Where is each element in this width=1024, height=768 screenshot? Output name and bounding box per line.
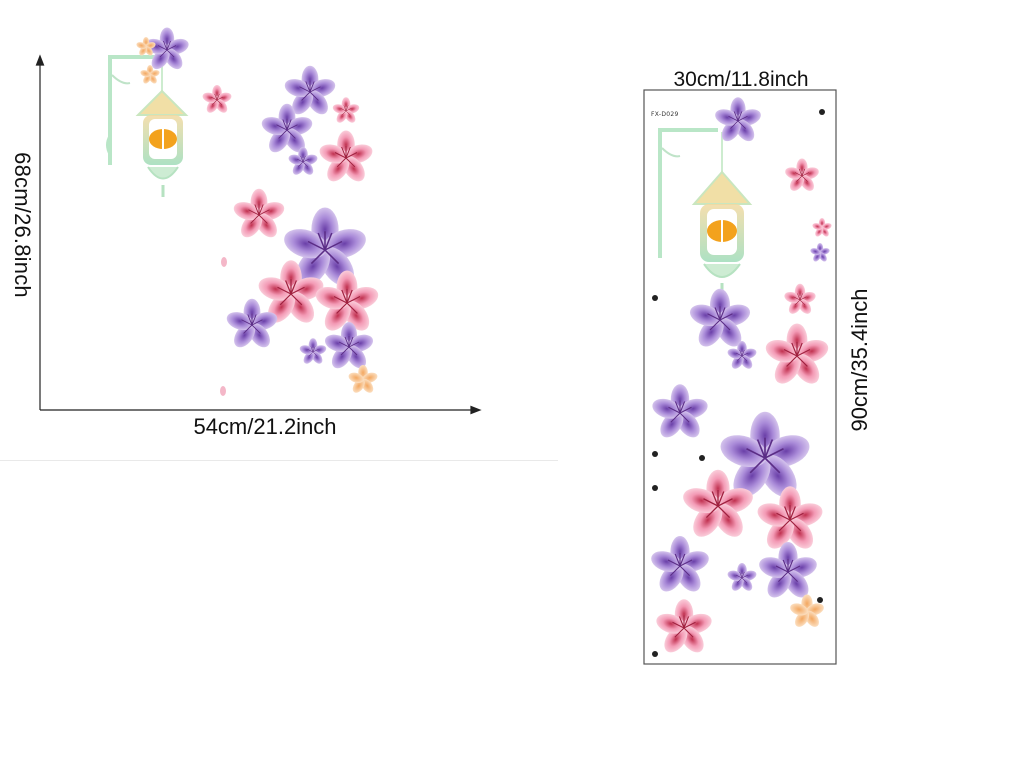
blossom-icon (331, 97, 361, 125)
height-label: 68cm/26.8inch (10, 152, 35, 298)
blossom-icon (201, 85, 233, 115)
registration-dot (699, 455, 705, 461)
sheet-width-label: 30cm/11.8inch (673, 68, 809, 91)
blossom-icon (347, 365, 379, 395)
sheet-height-label: 90cm/35.4inch (847, 288, 872, 432)
registration-dot (819, 109, 825, 115)
street-lantern-icon (658, 128, 753, 296)
blossom-icon (259, 103, 315, 157)
sticker-sheet (643, 89, 837, 665)
divider (0, 460, 558, 461)
registration-dot (652, 485, 658, 491)
registration-dot (652, 651, 658, 657)
blossom-icon (298, 338, 328, 366)
left-decal-preview (35, 27, 482, 415)
blossom-icon (287, 147, 319, 177)
blossom-icon (231, 188, 287, 242)
sheet-product-code: FX-D029 (651, 111, 679, 118)
registration-dot (817, 597, 823, 603)
height-dimension-arrow (35, 54, 45, 410)
width-dimension-arrow (40, 405, 482, 415)
width-label: 54cm/21.2inch (193, 414, 337, 439)
petal-icon (220, 386, 226, 396)
petal-icon (221, 257, 227, 267)
registration-dot (652, 295, 658, 301)
street-lantern-icon (106, 55, 189, 197)
registration-dot (652, 451, 658, 457)
blossom-icon (317, 130, 375, 186)
